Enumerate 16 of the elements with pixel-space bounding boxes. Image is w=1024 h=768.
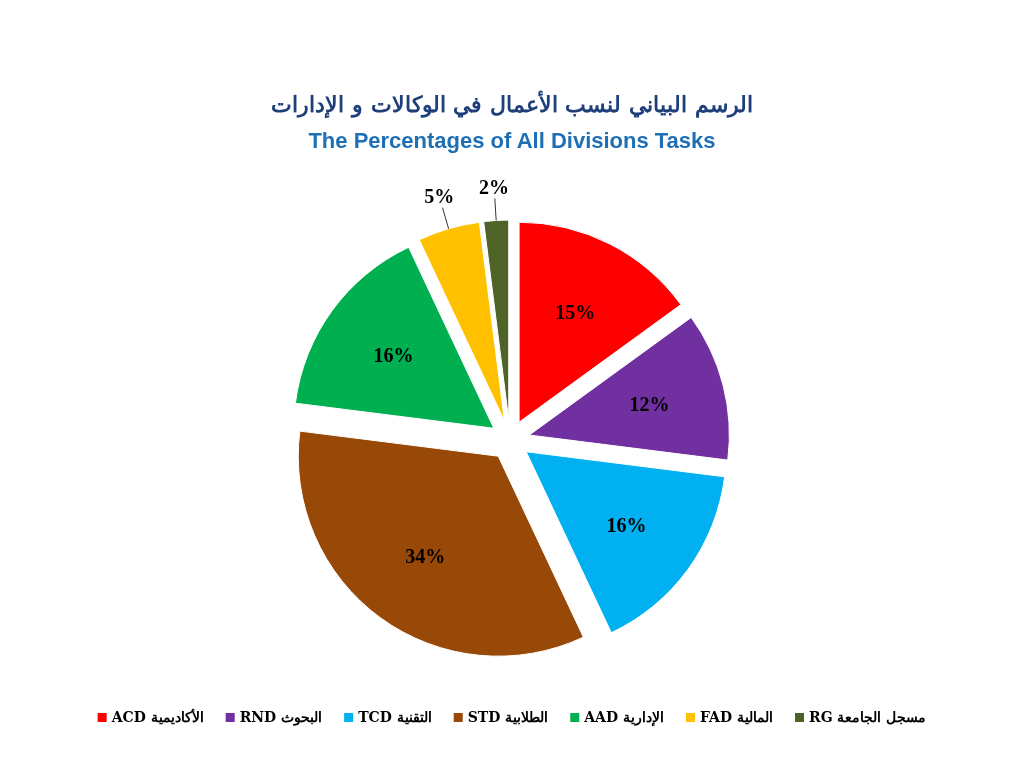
data-label: 34% xyxy=(405,545,446,568)
data-label: 12% xyxy=(629,393,670,416)
legend-label: STD الطلابية xyxy=(467,709,549,725)
data-label: 16% xyxy=(373,344,414,367)
data-label: 16% xyxy=(606,513,647,536)
data-label: 15% xyxy=(555,300,596,323)
legend-label: RND البحوث xyxy=(239,709,323,726)
legend-label: TCD التقنية xyxy=(358,709,432,725)
legend-label: ACD الأكاديمية xyxy=(110,708,204,725)
chart-title: الرسم البياني لنسب الأعمال في الوكالات و الإدارات xyxy=(271,90,753,119)
legend-label: AAD الإدارية xyxy=(583,709,665,727)
legend-label: FAD المالية xyxy=(700,709,774,725)
data-label: 2% xyxy=(479,175,510,198)
data-label: 5% xyxy=(424,185,455,208)
legend-label: RG مسجل الجامعة xyxy=(809,709,927,725)
chart-subtitle: The Percentages of All Divisions Tasks xyxy=(308,128,716,153)
